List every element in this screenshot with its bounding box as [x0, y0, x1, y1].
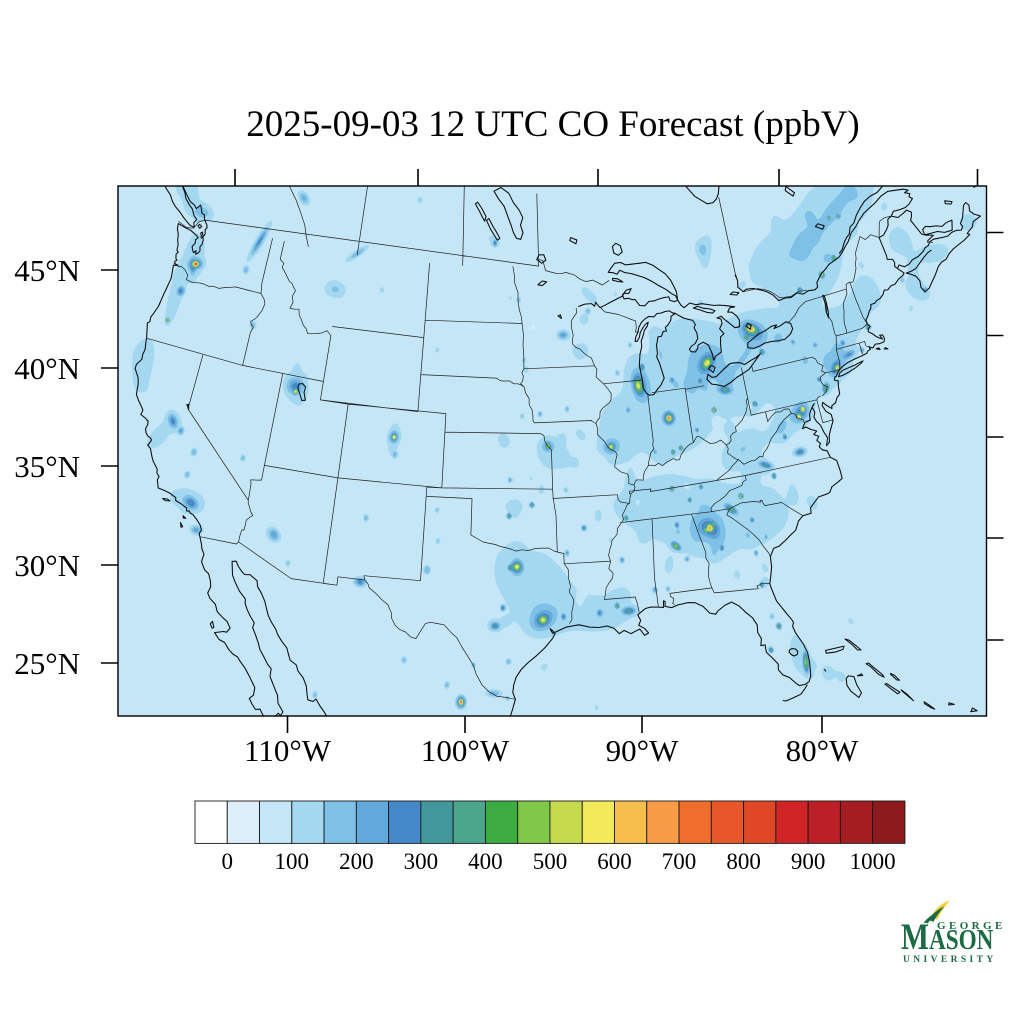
- colorbar-box: [355, 800, 390, 844]
- colorbar-label: 900: [790, 849, 826, 875]
- colorbar-box: [323, 800, 357, 844]
- co-fill-0-50ppbv: [531, 325, 535, 330]
- colorbar-box: [646, 800, 680, 844]
- co-concentration-field: [118, 186, 987, 716]
- colorbar-box: [581, 800, 615, 844]
- map-frame: [101, 169, 1004, 733]
- graticule-ticks: [101, 169, 1004, 733]
- colorbar-box: [259, 800, 293, 844]
- state-and-national-borders: [146, 186, 934, 700]
- lat-label: 25°N: [14, 646, 80, 681]
- logo-text-george: GEORGE: [937, 920, 1006, 932]
- lon-label: 90°W: [605, 733, 679, 768]
- colorbar-box: [226, 800, 260, 844]
- lat-label: 40°N: [14, 351, 80, 386]
- logo-text-university: UNIVERSITY: [903, 955, 997, 965]
- colorbar-box: [839, 800, 874, 844]
- colorbar-box: [872, 800, 906, 844]
- colorbar-label: 0: [221, 849, 234, 875]
- co-fill-150-200ppbv: [165, 186, 928, 709]
- co-fill-800-850ppbv: [194, 263, 197, 265]
- co-fill-100-150ppbv: [132, 186, 977, 711]
- logo-mason-initial: M: [901, 917, 929, 958]
- colorbar-box: [517, 800, 551, 844]
- colorbar: [194, 800, 906, 844]
- colorbar-label: 100: [274, 849, 310, 875]
- colorbar-box: [291, 800, 325, 844]
- colorbar-box: [388, 800, 422, 844]
- colorbar-box: [710, 800, 745, 844]
- lon-label: 100°W: [420, 733, 510, 768]
- figure-title: 2025-09-03 12 UTC CO Forecast (ppbV): [246, 104, 860, 145]
- colorbar-label: 800: [726, 849, 761, 875]
- logo-text-mason: MASON: [901, 917, 994, 958]
- colorbar-box: [549, 800, 583, 844]
- gmu-flame-icon: [922, 900, 950, 924]
- colorbar-box: [743, 800, 777, 844]
- co-fill-850-900ppbv: [195, 263, 196, 264]
- lon-label: 80°W: [785, 733, 859, 768]
- colorbar-box: [420, 800, 454, 844]
- colorbar-label: 400: [468, 849, 503, 875]
- lat-label: 35°N: [14, 449, 80, 484]
- colorbar-box: [194, 800, 228, 844]
- colorbar-box: [775, 800, 809, 844]
- colorbar-box: [452, 800, 486, 844]
- colorbar-box: [807, 800, 841, 844]
- colorbar-label: 200: [339, 849, 374, 875]
- lat-label: 30°N: [14, 548, 80, 583]
- george-mason-university-logo: GEORGE MASON UNIVERSITY: [895, 893, 1010, 973]
- lon-label: 110°W: [243, 733, 331, 768]
- map-boundaries: [134, 186, 982, 716]
- colorbar-box: [484, 800, 519, 844]
- colorbar-label: 500: [532, 849, 568, 875]
- colorbar-label: 600: [597, 849, 632, 875]
- colorbar-label: 700: [661, 849, 697, 875]
- colorbar-label: 1000: [849, 849, 896, 875]
- colorbar-label: 300: [403, 849, 439, 875]
- lat-label: 45°N: [14, 253, 80, 288]
- colorbar-box: [678, 800, 712, 844]
- colorbar-box: [614, 800, 648, 844]
